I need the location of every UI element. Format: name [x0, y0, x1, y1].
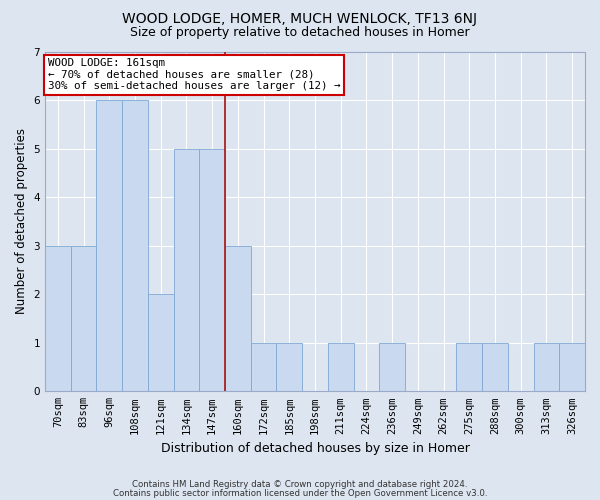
X-axis label: Distribution of detached houses by size in Homer: Distribution of detached houses by size …: [161, 442, 469, 455]
Bar: [97, 100, 122, 392]
Bar: [225, 246, 251, 392]
Bar: [71, 246, 97, 392]
Bar: [173, 148, 199, 392]
Text: Contains HM Land Registry data © Crown copyright and database right 2024.: Contains HM Land Registry data © Crown c…: [132, 480, 468, 489]
Bar: [559, 343, 585, 392]
Bar: [457, 343, 482, 392]
Bar: [251, 343, 277, 392]
Text: Contains public sector information licensed under the Open Government Licence v3: Contains public sector information licen…: [113, 488, 487, 498]
Bar: [148, 294, 173, 392]
Bar: [533, 343, 559, 392]
Y-axis label: Number of detached properties: Number of detached properties: [15, 128, 28, 314]
Bar: [379, 343, 405, 392]
Bar: [122, 100, 148, 392]
Bar: [277, 343, 302, 392]
Bar: [45, 246, 71, 392]
Text: Size of property relative to detached houses in Homer: Size of property relative to detached ho…: [130, 26, 470, 39]
Bar: [482, 343, 508, 392]
Bar: [328, 343, 353, 392]
Text: WOOD LODGE, HOMER, MUCH WENLOCK, TF13 6NJ: WOOD LODGE, HOMER, MUCH WENLOCK, TF13 6N…: [122, 12, 478, 26]
Text: WOOD LODGE: 161sqm
← 70% of detached houses are smaller (28)
30% of semi-detache: WOOD LODGE: 161sqm ← 70% of detached hou…: [48, 58, 340, 92]
Bar: [199, 148, 225, 392]
